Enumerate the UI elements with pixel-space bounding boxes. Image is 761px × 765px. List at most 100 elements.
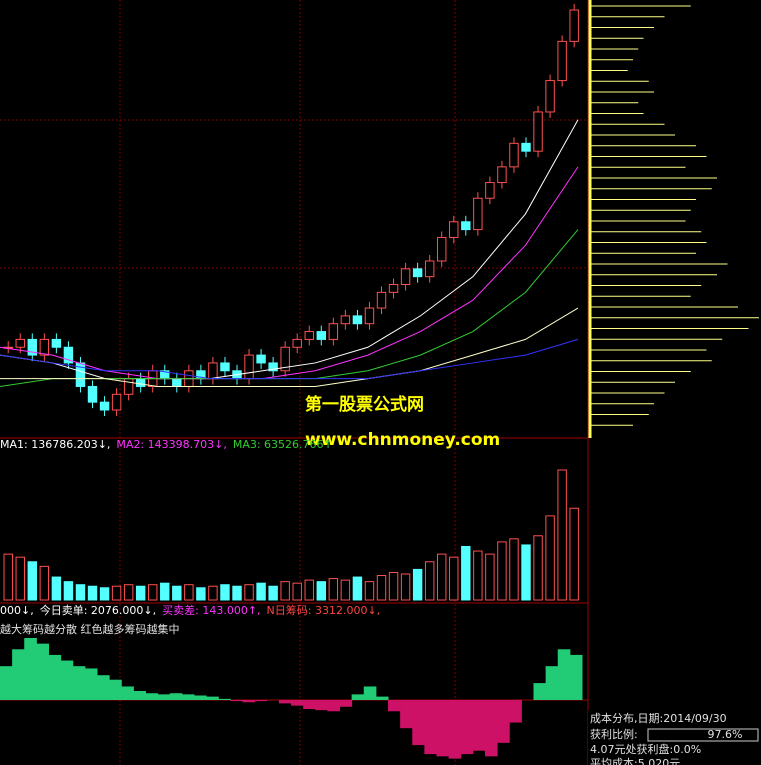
volume-bar [364,581,375,601]
candle [449,221,459,238]
candle [497,166,507,184]
indicator-bar [363,686,377,700]
volume-bar [304,579,314,601]
volume-bar [256,582,266,601]
indicator-label: 今日卖单: 2076.000↓, [40,603,156,617]
indicator-bar [133,690,146,700]
indicator-bar [121,686,134,700]
volume-bar [509,538,519,601]
candle [569,9,579,42]
indicator-bar [254,700,268,702]
volume-bar [148,584,158,601]
volume-bar [449,556,459,601]
profit-box [647,728,759,742]
volume-bar [63,581,74,601]
indicator-bar [472,700,486,751]
candle [304,331,314,340]
indicator-bar [169,693,183,700]
indicator-bar [545,666,559,700]
indicator-bar [533,683,547,700]
volume-bar [99,587,110,601]
ma-line [0,119,579,380]
candle [533,111,543,152]
candle [340,315,351,325]
volume-bar [244,584,254,601]
indicator-bar [230,700,243,702]
indicator-bar [218,698,231,700]
indicator-bar [315,700,328,711]
indicator-bar [181,694,195,700]
indicator-bar [109,679,122,700]
volume-bar [545,515,555,601]
candle [15,338,25,348]
volume-bar [412,568,423,601]
indicator-bar [0,666,13,700]
volume-bar [160,582,170,601]
cost-panel [588,710,761,765]
ma-line [0,166,579,380]
candle [63,346,74,364]
volume-bar [424,561,435,601]
candle [328,323,339,340]
indicator-bar [351,694,365,700]
indicator-bar [424,700,437,755]
candle [268,362,278,372]
volume-bar [135,585,146,601]
grid [0,0,588,765]
cost-line: 平均成本:5.020元 [590,756,680,765]
volume-bar [172,585,182,601]
candle [473,197,483,231]
candle [437,236,447,262]
indicator-bar [460,700,474,755]
candle [135,378,146,387]
indicator-bar [327,700,340,712]
indicator-label: 000↓, [0,604,34,617]
candle [244,354,254,380]
candle [256,354,266,364]
candle [87,385,98,403]
volume-bar [388,571,399,601]
indicator-bar [448,700,462,759]
candle [521,142,531,152]
candle [316,331,327,340]
candle [280,346,290,372]
volume-bar [15,556,25,601]
candle [509,142,519,168]
volume-bar [376,575,387,601]
volume-bar [268,585,278,601]
candle [364,307,375,325]
volume-bar [111,585,122,601]
indicator-bar [84,668,98,700]
volume-bar [400,573,411,601]
indicator-bar [157,694,171,700]
volume-bar [123,584,134,601]
volume-bar [184,584,194,601]
indicator-label: 买卖差: 143.000↑, [162,603,260,617]
ma-line [0,307,579,387]
volume-bar [557,469,567,601]
volume-bar [521,544,531,601]
volume-bar [328,578,339,601]
volume-bar [569,507,579,601]
candle [27,338,38,356]
indicator-bar [24,638,37,700]
candle [172,378,182,387]
candle [352,315,363,325]
indicator-bar [557,649,571,700]
indicator-bar [509,700,522,723]
watermark: 第一股票公式网 [305,394,424,415]
indicator-bar [278,700,292,704]
indicator-bar [60,660,74,700]
volume-bar [473,550,483,601]
volume-bar [352,576,363,601]
candle [485,182,495,199]
indicator-bar [388,700,401,712]
indicator-note: 越大筹码越分散 红色越多筹码越集中 [0,622,180,636]
candle [388,284,399,293]
indicator-label: N日筹码: 3312.000↓, [267,603,381,617]
indicator-bar [72,666,86,700]
indicator-bar [291,700,304,706]
candle [51,338,62,348]
